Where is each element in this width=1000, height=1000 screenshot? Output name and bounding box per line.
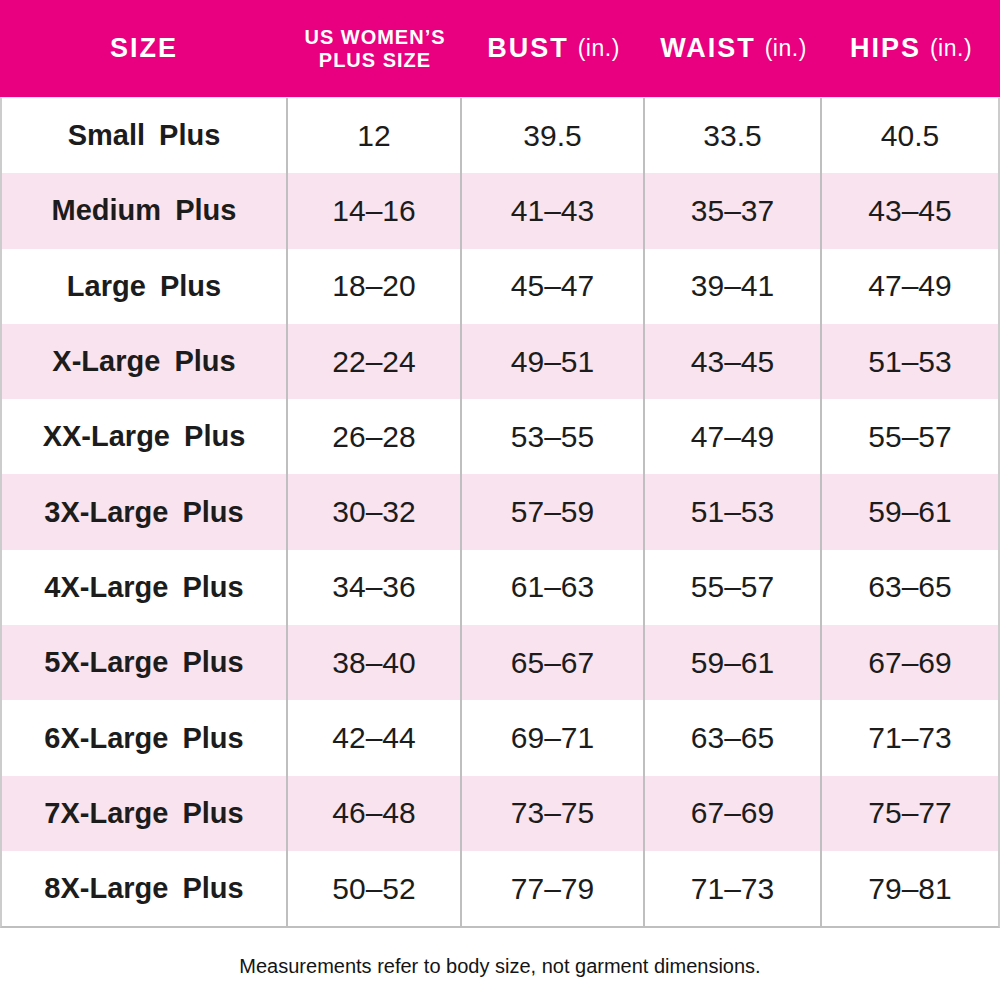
hips-value: 55–57 xyxy=(822,399,998,474)
table-row: Small Plus1239.533.540.5 xyxy=(2,98,998,173)
bust-value: 45–47 xyxy=(462,249,645,324)
size-label: 4X-Large Plus xyxy=(2,550,288,625)
bust-value: 49–51 xyxy=(462,324,645,399)
plus-size-value: 14–16 xyxy=(288,173,462,248)
table-row: 4X-Large Plus34–3661–6355–5763–65 xyxy=(2,550,998,625)
header-size: SIZE xyxy=(0,0,288,97)
waist-value: 67–69 xyxy=(645,776,822,851)
plus-size-value: 18–20 xyxy=(288,249,462,324)
waist-value: 59–61 xyxy=(645,625,822,700)
hips-value: 75–77 xyxy=(822,776,998,851)
header-plus-size-line1: US WOMEN’S xyxy=(304,26,445,49)
hips-value: 47–49 xyxy=(822,249,998,324)
size-label: 6X-Large Plus xyxy=(2,700,288,775)
size-label: 8X-Large Plus xyxy=(2,851,288,926)
waist-value: 35–37 xyxy=(645,173,822,248)
table-row: XX-Large Plus26–2853–5547–4955–57 xyxy=(2,399,998,474)
footer-note: Measurements refer to body size, not gar… xyxy=(0,955,1000,978)
size-label: Large Plus xyxy=(2,249,288,324)
hips-value: 67–69 xyxy=(822,625,998,700)
header-plus-size: US WOMEN’S PLUS SIZE xyxy=(288,0,462,97)
table-row: Medium Plus14–1641–4335–3743–45 xyxy=(2,173,998,248)
header-bust-unit: (in.) xyxy=(578,35,620,62)
header-size-label: SIZE xyxy=(110,33,178,64)
size-label: XX-Large Plus xyxy=(2,399,288,474)
hips-value: 71–73 xyxy=(822,700,998,775)
hips-value: 59–61 xyxy=(822,474,998,549)
table-row: 6X-Large Plus42–4469–7163–6571–73 xyxy=(2,700,998,775)
plus-size-value: 12 xyxy=(288,98,462,173)
plus-size-value: 30–32 xyxy=(288,474,462,549)
table-row: 3X-Large Plus30–3257–5951–5359–61 xyxy=(2,474,998,549)
bust-value: 61–63 xyxy=(462,550,645,625)
header-bust: BUST (in.) xyxy=(462,0,645,97)
waist-value: 71–73 xyxy=(645,851,822,926)
size-label: 7X-Large Plus xyxy=(2,776,288,851)
size-label: Small Plus xyxy=(2,98,288,173)
waist-value: 47–49 xyxy=(645,399,822,474)
waist-value: 51–53 xyxy=(645,474,822,549)
header-hips: HIPS (in.) xyxy=(822,0,1000,97)
plus-size-value: 42–44 xyxy=(288,700,462,775)
plus-size-value: 46–48 xyxy=(288,776,462,851)
table-header: SIZE US WOMEN’S PLUS SIZE BUST (in.) WAI… xyxy=(0,0,1000,97)
header-waist-label: WAIST xyxy=(660,33,756,64)
waist-value: 55–57 xyxy=(645,550,822,625)
table-row: 7X-Large Plus46–4873–7567–6975–77 xyxy=(2,776,998,851)
size-label: 5X-Large Plus xyxy=(2,625,288,700)
plus-size-value: 22–24 xyxy=(288,324,462,399)
waist-value: 63–65 xyxy=(645,700,822,775)
plus-size-value: 38–40 xyxy=(288,625,462,700)
table-row: X-Large Plus22–2449–5143–4551–53 xyxy=(2,324,998,399)
header-plus-size-line2: PLUS SIZE xyxy=(319,49,431,72)
size-label: Medium Plus xyxy=(2,173,288,248)
header-hips-label: HIPS xyxy=(850,33,921,64)
header-bust-label: BUST xyxy=(487,33,569,64)
hips-value: 79–81 xyxy=(822,851,998,926)
waist-value: 43–45 xyxy=(645,324,822,399)
bust-value: 53–55 xyxy=(462,399,645,474)
size-label: X-Large Plus xyxy=(2,324,288,399)
bust-value: 41–43 xyxy=(462,173,645,248)
hips-value: 43–45 xyxy=(822,173,998,248)
plus-size-value: 26–28 xyxy=(288,399,462,474)
waist-value: 33.5 xyxy=(645,98,822,173)
size-chart: SIZE US WOMEN’S PLUS SIZE BUST (in.) WAI… xyxy=(0,0,1000,978)
plus-size-value: 50–52 xyxy=(288,851,462,926)
bust-value: 39.5 xyxy=(462,98,645,173)
table-row: 5X-Large Plus38–4065–6759–6167–69 xyxy=(2,625,998,700)
table-row: 8X-Large Plus50–5277–7971–7379–81 xyxy=(2,851,998,926)
hips-value: 51–53 xyxy=(822,324,998,399)
table-body: Small Plus1239.533.540.5Medium Plus14–16… xyxy=(0,97,1000,928)
waist-value: 39–41 xyxy=(645,249,822,324)
bust-value: 57–59 xyxy=(462,474,645,549)
hips-value: 40.5 xyxy=(822,98,998,173)
header-waist: WAIST (in.) xyxy=(645,0,822,97)
table-row: Large Plus18–2045–4739–4147–49 xyxy=(2,249,998,324)
plus-size-value: 34–36 xyxy=(288,550,462,625)
size-label: 3X-Large Plus xyxy=(2,474,288,549)
header-hips-unit: (in.) xyxy=(930,35,972,62)
bust-value: 69–71 xyxy=(462,700,645,775)
bust-value: 65–67 xyxy=(462,625,645,700)
hips-value: 63–65 xyxy=(822,550,998,625)
bust-value: 73–75 xyxy=(462,776,645,851)
bust-value: 77–79 xyxy=(462,851,645,926)
header-waist-unit: (in.) xyxy=(765,35,807,62)
